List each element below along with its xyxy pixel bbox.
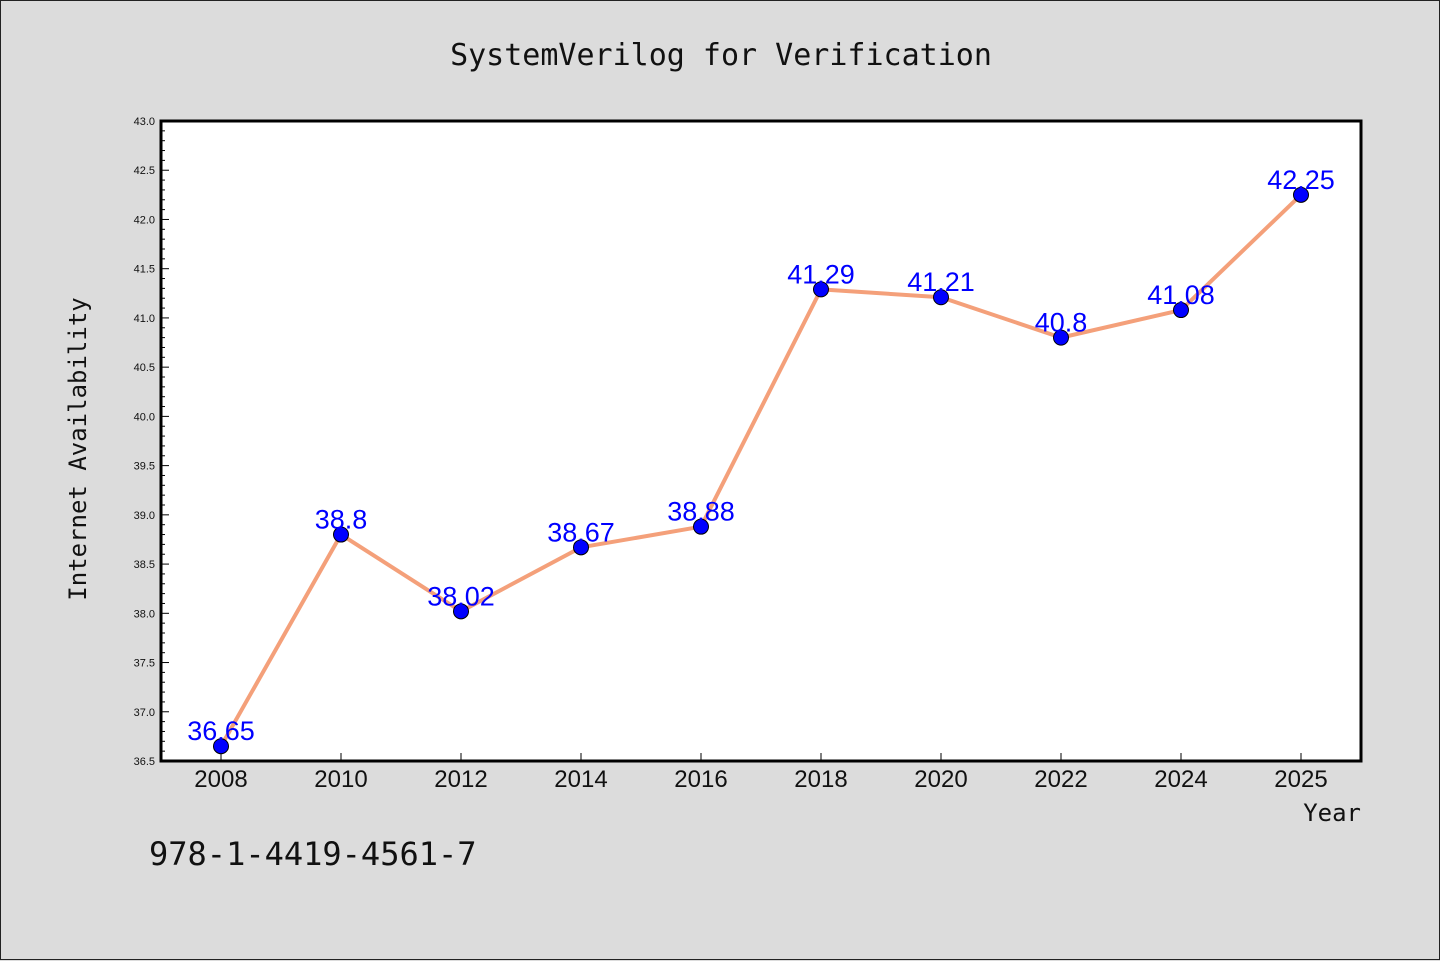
y-tick-label: 41.5 bbox=[134, 264, 155, 276]
y-axis-ticks: 36.5 37.0 37.5 38.0 38.5 39.0 39.5 40.0 40.5 41.0… bbox=[134, 116, 169, 768]
data-point bbox=[573, 539, 589, 556]
x-tick-label: 2014 bbox=[554, 766, 607, 793]
y-tick-label: 37.0 bbox=[134, 707, 155, 719]
y-tick-label: 38.5 bbox=[134, 559, 155, 571]
y-tick-label: 40.5 bbox=[134, 362, 155, 374]
data-point bbox=[1293, 186, 1309, 203]
x-tick-label: 2020 bbox=[914, 766, 967, 793]
y-axis-label: Internet Availability bbox=[64, 297, 92, 600]
plot-area bbox=[159, 119, 1363, 763]
data-label: 41.21 bbox=[907, 267, 975, 297]
y-tick-label: 41.0 bbox=[134, 313, 155, 325]
data-point bbox=[453, 603, 469, 620]
data-label: 38.02 bbox=[427, 581, 495, 611]
data-point bbox=[333, 526, 349, 543]
data-point bbox=[693, 518, 709, 535]
chart-title: SystemVerilog for Verification bbox=[450, 38, 992, 73]
x-tick-label: 2018 bbox=[794, 766, 847, 793]
series-markers bbox=[213, 186, 1309, 755]
data-point bbox=[1173, 302, 1189, 319]
x-tick-label: 2010 bbox=[314, 766, 367, 793]
y-tick-label: 42.5 bbox=[134, 165, 155, 177]
data-label: 38.67 bbox=[547, 517, 615, 547]
y-tick-label: 43.0 bbox=[134, 116, 155, 128]
y-tick-label: 36.5 bbox=[134, 756, 155, 768]
data-label: 41.08 bbox=[1147, 280, 1215, 310]
data-label: 40.8 bbox=[1035, 308, 1088, 338]
series-line bbox=[219, 193, 1303, 748]
series-line-group bbox=[219, 193, 1303, 748]
data-label: 38.88 bbox=[667, 497, 735, 527]
data-label: 42.25 bbox=[1267, 165, 1335, 195]
isbn-text: 978-1-4419-4561-7 bbox=[149, 835, 477, 873]
y-tick-label: 39.0 bbox=[134, 510, 155, 522]
data-label: 36.65 bbox=[187, 716, 255, 746]
x-tick-label: 2008 bbox=[194, 766, 247, 793]
data-label: 41.29 bbox=[787, 259, 855, 289]
y-tick-label: 38.0 bbox=[134, 608, 155, 620]
y-tick-label: 42.0 bbox=[134, 214, 155, 226]
x-axis-ticks: 2008 2010 2012 2014 2016 2018 2020 2022 2024 2025 bbox=[194, 753, 1328, 793]
x-tick-label: 2025 bbox=[1274, 766, 1327, 793]
data-label: 38.8 bbox=[315, 505, 368, 535]
y-tick-label: 40.0 bbox=[134, 411, 155, 423]
data-point bbox=[213, 738, 229, 755]
data-point bbox=[813, 281, 829, 298]
data-point bbox=[933, 289, 949, 306]
x-tick-label: 2022 bbox=[1034, 766, 1087, 793]
y-tick-label: 37.5 bbox=[134, 658, 155, 670]
data-labels: 36.65 38.8 38.02 38.67 38.88 41.29 41.21 40.8 41… bbox=[187, 165, 1335, 746]
x-tick-label: 2024 bbox=[1154, 766, 1207, 793]
y-tick-label: 39.5 bbox=[134, 461, 155, 473]
x-tick-label: 2012 bbox=[434, 766, 487, 793]
x-axis-label: Year bbox=[1303, 799, 1361, 827]
x-tick-label: 2016 bbox=[674, 766, 727, 793]
data-point bbox=[1053, 329, 1069, 346]
